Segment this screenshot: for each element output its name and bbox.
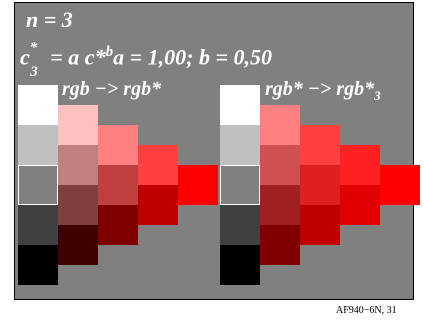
title-line-2: c*3 = a c*ba = 1,00; b = 0,50 <box>20 40 272 80</box>
right-chroma-step <box>300 165 340 205</box>
left-chroma-step <box>58 105 98 145</box>
right-chroma-step <box>380 165 420 205</box>
left-chroma-step <box>98 205 138 245</box>
right-chroma-step <box>260 225 300 265</box>
left-chroma-step <box>138 185 178 225</box>
figure-code: AF940−6N, 31 <box>336 305 397 316</box>
left-gray-step <box>18 165 58 205</box>
right-gray-step <box>220 125 260 165</box>
left-gray-step <box>18 85 58 125</box>
right-diagram-label: rgb* −> rgb*3 <box>265 78 381 103</box>
right-gray-step <box>220 85 260 125</box>
right-chroma-step <box>300 205 340 245</box>
right-chroma-step <box>260 185 300 225</box>
right-chroma-step <box>260 105 300 145</box>
right-chroma-step <box>260 145 300 185</box>
right-chroma-step <box>300 125 340 165</box>
right-chroma-step <box>340 185 380 225</box>
right-gray-step <box>220 245 260 285</box>
left-chroma-step <box>58 225 98 265</box>
left-gray-step <box>18 205 58 245</box>
left-chroma-step <box>58 185 98 225</box>
left-gray-step <box>18 245 58 285</box>
right-gray-step <box>220 165 260 205</box>
right-chroma-step <box>340 145 380 185</box>
left-chroma-step <box>178 165 218 205</box>
left-chroma-step <box>58 145 98 185</box>
left-diagram-label: rgb −> rgb* <box>62 78 162 100</box>
left-chroma-step <box>98 125 138 165</box>
left-chroma-step <box>98 165 138 205</box>
left-chroma-step <box>138 145 178 185</box>
title-line-1: n = 3 <box>26 7 73 32</box>
right-gray-step <box>220 205 260 245</box>
left-gray-step <box>18 125 58 165</box>
